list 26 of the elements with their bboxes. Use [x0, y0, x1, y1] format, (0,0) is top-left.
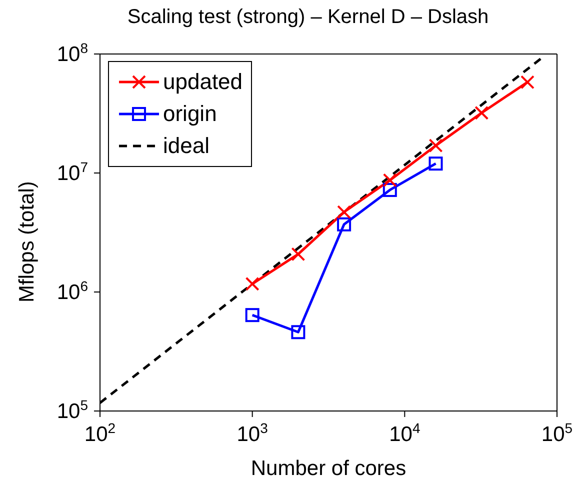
point [245, 308, 260, 322]
y-tick-label: 10$^{8}$ [56, 40, 88, 66]
y-tick-label: 10$^{6}$ [56, 278, 88, 304]
point [520, 75, 534, 90]
y-tick-label: 10$^{5}$ [56, 397, 88, 423]
legend-label: updated [163, 69, 243, 95]
chart-title: Scaling test (strong) – Kernel D – Dslash [126, 6, 490, 29]
point [382, 173, 397, 188]
point [291, 247, 306, 262]
legend-label: ideal [163, 133, 210, 159]
point [291, 325, 306, 340]
point [337, 205, 352, 220]
x-tick-label: 10$^{5}$ [541, 420, 573, 446]
point [428, 156, 443, 171]
point [382, 182, 397, 197]
point [337, 217, 352, 232]
y-axis-title: Mflops (total) [15, 181, 38, 302]
legend-label: origin [163, 101, 217, 127]
point [428, 138, 443, 153]
x-tick-label: 10$^{4}$ [389, 420, 420, 446]
x-tick-label: 10$^{3}$ [236, 420, 268, 446]
x-axis-title: Number of cores [250, 457, 406, 478]
point [474, 106, 489, 120]
point [245, 276, 260, 291]
y-tick-label: 10$^{7}$ [56, 159, 88, 185]
x-tick-label: 10$^{2}$ [84, 420, 116, 446]
